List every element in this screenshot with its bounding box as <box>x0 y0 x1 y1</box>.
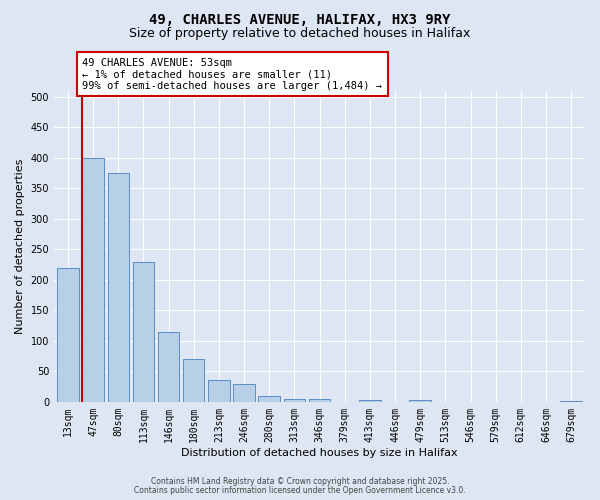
Text: 49, CHARLES AVENUE, HALIFAX, HX3 9RY: 49, CHARLES AVENUE, HALIFAX, HX3 9RY <box>149 12 451 26</box>
Bar <box>208 380 230 402</box>
Bar <box>57 268 79 402</box>
Bar <box>284 399 305 402</box>
Bar <box>107 173 129 402</box>
Text: 49 CHARLES AVENUE: 53sqm
← 1% of detached houses are smaller (11)
99% of semi-de: 49 CHARLES AVENUE: 53sqm ← 1% of detache… <box>82 58 382 90</box>
Bar <box>82 158 104 402</box>
Y-axis label: Number of detached properties: Number of detached properties <box>15 158 25 334</box>
Bar <box>183 359 205 402</box>
Bar <box>233 384 255 402</box>
Text: Size of property relative to detached houses in Halifax: Size of property relative to detached ho… <box>130 28 470 40</box>
Text: Contains HM Land Registry data © Crown copyright and database right 2025.: Contains HM Land Registry data © Crown c… <box>151 477 449 486</box>
Bar <box>259 396 280 402</box>
Bar <box>409 400 431 402</box>
Bar <box>359 400 380 402</box>
Bar <box>133 262 154 402</box>
Bar <box>560 401 582 402</box>
Text: Contains public sector information licensed under the Open Government Licence v3: Contains public sector information licen… <box>134 486 466 495</box>
Bar <box>309 399 330 402</box>
X-axis label: Distribution of detached houses by size in Halifax: Distribution of detached houses by size … <box>181 448 458 458</box>
Bar <box>158 332 179 402</box>
